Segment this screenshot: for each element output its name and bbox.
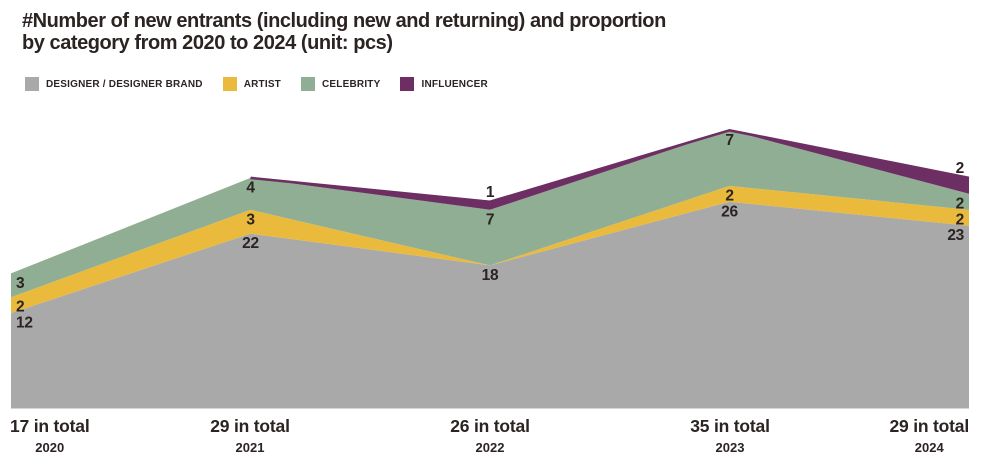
total-label-2021: 29 in total [210,416,290,436]
value-label-artist-2021: 3 [246,211,255,228]
value-label-celebrity-2020: 3 [16,275,25,292]
area-influencer [250,130,969,210]
value-label-celebrity-2022: 7 [486,211,494,228]
area-artist [11,185,969,314]
x-axis-label-group-2023: 35 in total 2023 [690,416,770,455]
legend-item-celebrity: CELEBRITY [301,77,380,91]
x-axis-label-group-2021: 29 in total 2021 [210,416,290,455]
year-label-2024: 2024 [914,440,944,455]
total-label-2020: 17 in total [10,416,90,436]
artist-swatch-icon [222,77,237,91]
x-axis-label-group-2024: 29 in total 2024 [889,416,970,455]
legend-item-influencer: INFLUENCER [400,77,488,91]
value-label-artist-2023: 2 [725,187,733,204]
x-axis-label-group-2020: 17 in total 2020 [10,416,90,455]
year-label-2021: 2021 [235,440,265,455]
year-label-2022: 2022 [475,440,505,455]
value-label-designer-designer-brand-2024: 23 [947,227,964,244]
value-label-designer-designer-brand-2022: 18 [482,267,499,284]
legend-label-artist: ARTIST [243,78,281,90]
value-label-celebrity-2023: 7 [725,132,733,149]
value-label-designer-designer-brand-2020: 12 [16,315,33,332]
total-label-2022: 26 in total [450,416,530,436]
year-label-2020: 2020 [35,440,65,455]
area-designer-designer-brand [11,201,969,409]
designer-swatch-icon [25,77,39,91]
value-label-artist-2020: 2 [16,299,24,316]
value-label-designer-designer-brand-2023: 26 [721,203,738,220]
total-label-2023: 35 in total [690,416,770,436]
value-label-celebrity-2021: 4 [246,179,255,196]
influencer-swatch-icon [400,77,415,91]
page-title: #Number of new entrants (including new a… [22,10,666,54]
legend-item-artist: ARTIST [222,77,281,91]
legend-label-influencer: INFLUENCER [421,78,488,90]
legend-label-designer: DESIGNER / DESIGNER BRAND [46,78,203,90]
value-label-artist-2024: 2 [956,211,964,228]
value-label-designer-designer-brand-2021: 22 [242,235,259,252]
value-label-influencer-2022: 1 [486,184,495,201]
line-influencer [250,128,970,204]
title-line-2: by category from 2020 to 2024 (unit: pcs… [22,32,393,54]
title-line-1: #Number of new entrants (including new a… [22,10,666,32]
legend: DESIGNER / DESIGNER BRAND ARTIST CELEBRI… [25,77,488,91]
x-axis-label-group-2022: 26 in total 2022 [450,416,530,455]
value-label-celebrity-2024: 2 [956,195,964,212]
value-label-influencer-2024: 2 [956,160,964,177]
total-label-2024: 29 in total [889,416,970,436]
legend-item-designer: DESIGNER / DESIGNER BRAND [25,77,203,91]
celebrity-swatch-icon [301,77,315,91]
legend-label-celebrity: CELEBRITY [322,78,381,90]
year-label-2023: 2023 [715,440,745,455]
area-celebrity [11,130,969,298]
